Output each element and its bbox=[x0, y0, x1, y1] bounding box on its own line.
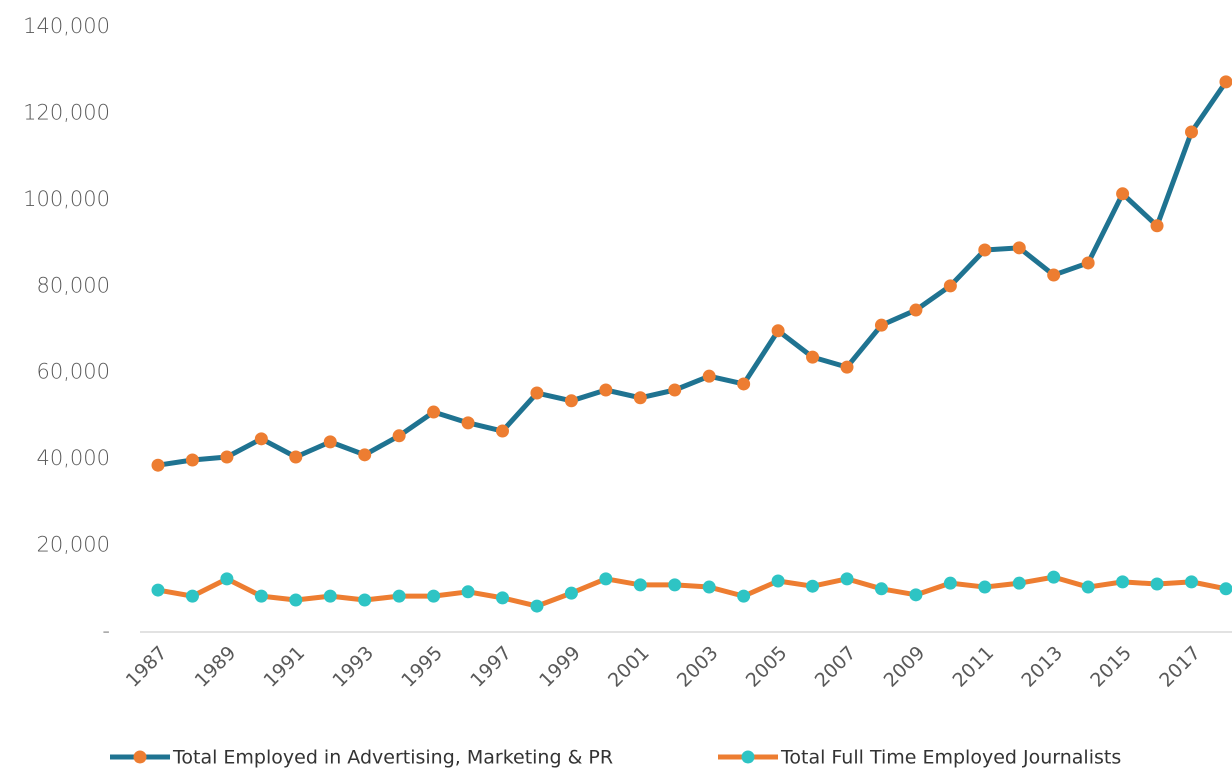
series-line bbox=[157, 574, 1227, 609]
data-point bbox=[1012, 241, 1026, 255]
y-tick-label: 20,000 bbox=[37, 533, 110, 557]
data-point bbox=[1219, 75, 1232, 89]
x-tick-label: 1991 bbox=[259, 642, 309, 692]
legend-label: Total Full Time Employed Journalists bbox=[780, 747, 1121, 769]
data-point bbox=[461, 416, 475, 430]
data-point bbox=[530, 599, 544, 613]
y-tick-label: 60,000 bbox=[37, 360, 110, 384]
legend-label: Total Employed in Advertising, Marketing… bbox=[172, 747, 613, 769]
data-point bbox=[943, 279, 957, 293]
data-point bbox=[1219, 582, 1232, 596]
data-point bbox=[1012, 576, 1026, 590]
x-tick-label: 1995 bbox=[397, 642, 447, 692]
y-tick-label: - bbox=[102, 619, 110, 643]
data-point bbox=[496, 591, 509, 605]
data-point bbox=[771, 574, 785, 588]
x-tick-label: 2001 bbox=[604, 642, 654, 692]
data-point bbox=[289, 593, 303, 607]
data-point bbox=[702, 580, 716, 594]
legend-marker bbox=[741, 750, 755, 764]
data-point bbox=[1150, 577, 1164, 591]
data-point bbox=[185, 453, 199, 467]
data-point bbox=[564, 586, 578, 600]
data-point bbox=[1081, 580, 1095, 594]
data-point bbox=[323, 435, 337, 449]
series-line bbox=[157, 80, 1229, 468]
x-tick-label: 1987 bbox=[122, 642, 172, 692]
x-tick-label: 1989 bbox=[191, 642, 241, 692]
data-point bbox=[1116, 187, 1130, 201]
data-point bbox=[392, 589, 406, 603]
x-tick-label: 2009 bbox=[880, 642, 930, 692]
data-point bbox=[427, 405, 441, 419]
data-point bbox=[564, 394, 578, 408]
y-tick-label: 80,000 bbox=[37, 273, 110, 297]
x-tick-label: 2007 bbox=[811, 642, 861, 692]
x-tick-label: 2003 bbox=[673, 642, 723, 692]
data-point bbox=[1185, 125, 1198, 139]
data-point bbox=[254, 432, 268, 446]
y-tick-label: 120,000 bbox=[23, 100, 110, 124]
data-point bbox=[220, 450, 234, 464]
data-point bbox=[943, 576, 957, 590]
data-point bbox=[840, 360, 854, 374]
data-point bbox=[909, 588, 923, 602]
y-tick-label: 100,000 bbox=[23, 187, 110, 211]
data-point bbox=[668, 578, 682, 592]
data-point bbox=[185, 589, 199, 603]
data-point bbox=[254, 589, 268, 603]
data-point bbox=[1081, 256, 1095, 270]
data-point bbox=[289, 450, 303, 464]
y-tick-label: 140,000 bbox=[23, 14, 110, 38]
data-point bbox=[978, 243, 992, 257]
x-tick-label: 2013 bbox=[1017, 642, 1067, 692]
data-point bbox=[151, 458, 165, 472]
x-tick-label: 1993 bbox=[328, 642, 378, 692]
data-point bbox=[392, 429, 406, 443]
data-point bbox=[1116, 575, 1130, 589]
data-point bbox=[358, 448, 372, 462]
legend-marker bbox=[133, 750, 147, 764]
data-point bbox=[737, 589, 751, 603]
data-point bbox=[323, 589, 337, 603]
x-tick-label: 1999 bbox=[535, 642, 585, 692]
data-point bbox=[1047, 570, 1061, 584]
x-tick-label: 2005 bbox=[742, 642, 792, 692]
data-point bbox=[599, 572, 613, 586]
data-point bbox=[530, 386, 544, 400]
data-point bbox=[806, 579, 820, 593]
data-point bbox=[461, 585, 475, 599]
data-point bbox=[668, 383, 682, 397]
data-point bbox=[702, 369, 716, 383]
data-point bbox=[358, 593, 372, 607]
data-point bbox=[1185, 575, 1198, 589]
data-point bbox=[1150, 219, 1164, 233]
data-point bbox=[806, 350, 820, 364]
data-point bbox=[151, 583, 165, 597]
data-point bbox=[633, 578, 647, 592]
data-point bbox=[1047, 268, 1061, 282]
data-point bbox=[737, 377, 751, 391]
x-tick-label: 1997 bbox=[466, 642, 516, 692]
data-point bbox=[599, 383, 613, 397]
data-point bbox=[840, 572, 854, 586]
data-point bbox=[633, 391, 647, 405]
data-point bbox=[427, 589, 441, 603]
data-point bbox=[874, 318, 888, 332]
data-point bbox=[909, 303, 923, 317]
x-tick-label: 2017 bbox=[1155, 642, 1205, 692]
data-point bbox=[978, 580, 992, 594]
data-point bbox=[220, 572, 234, 586]
y-tick-label: 40,000 bbox=[37, 446, 110, 470]
data-point bbox=[771, 324, 785, 338]
x-tick-label: 2015 bbox=[1086, 642, 1136, 692]
data-point bbox=[874, 582, 888, 596]
x-tick-label: 2011 bbox=[948, 642, 998, 692]
data-point bbox=[496, 424, 509, 438]
